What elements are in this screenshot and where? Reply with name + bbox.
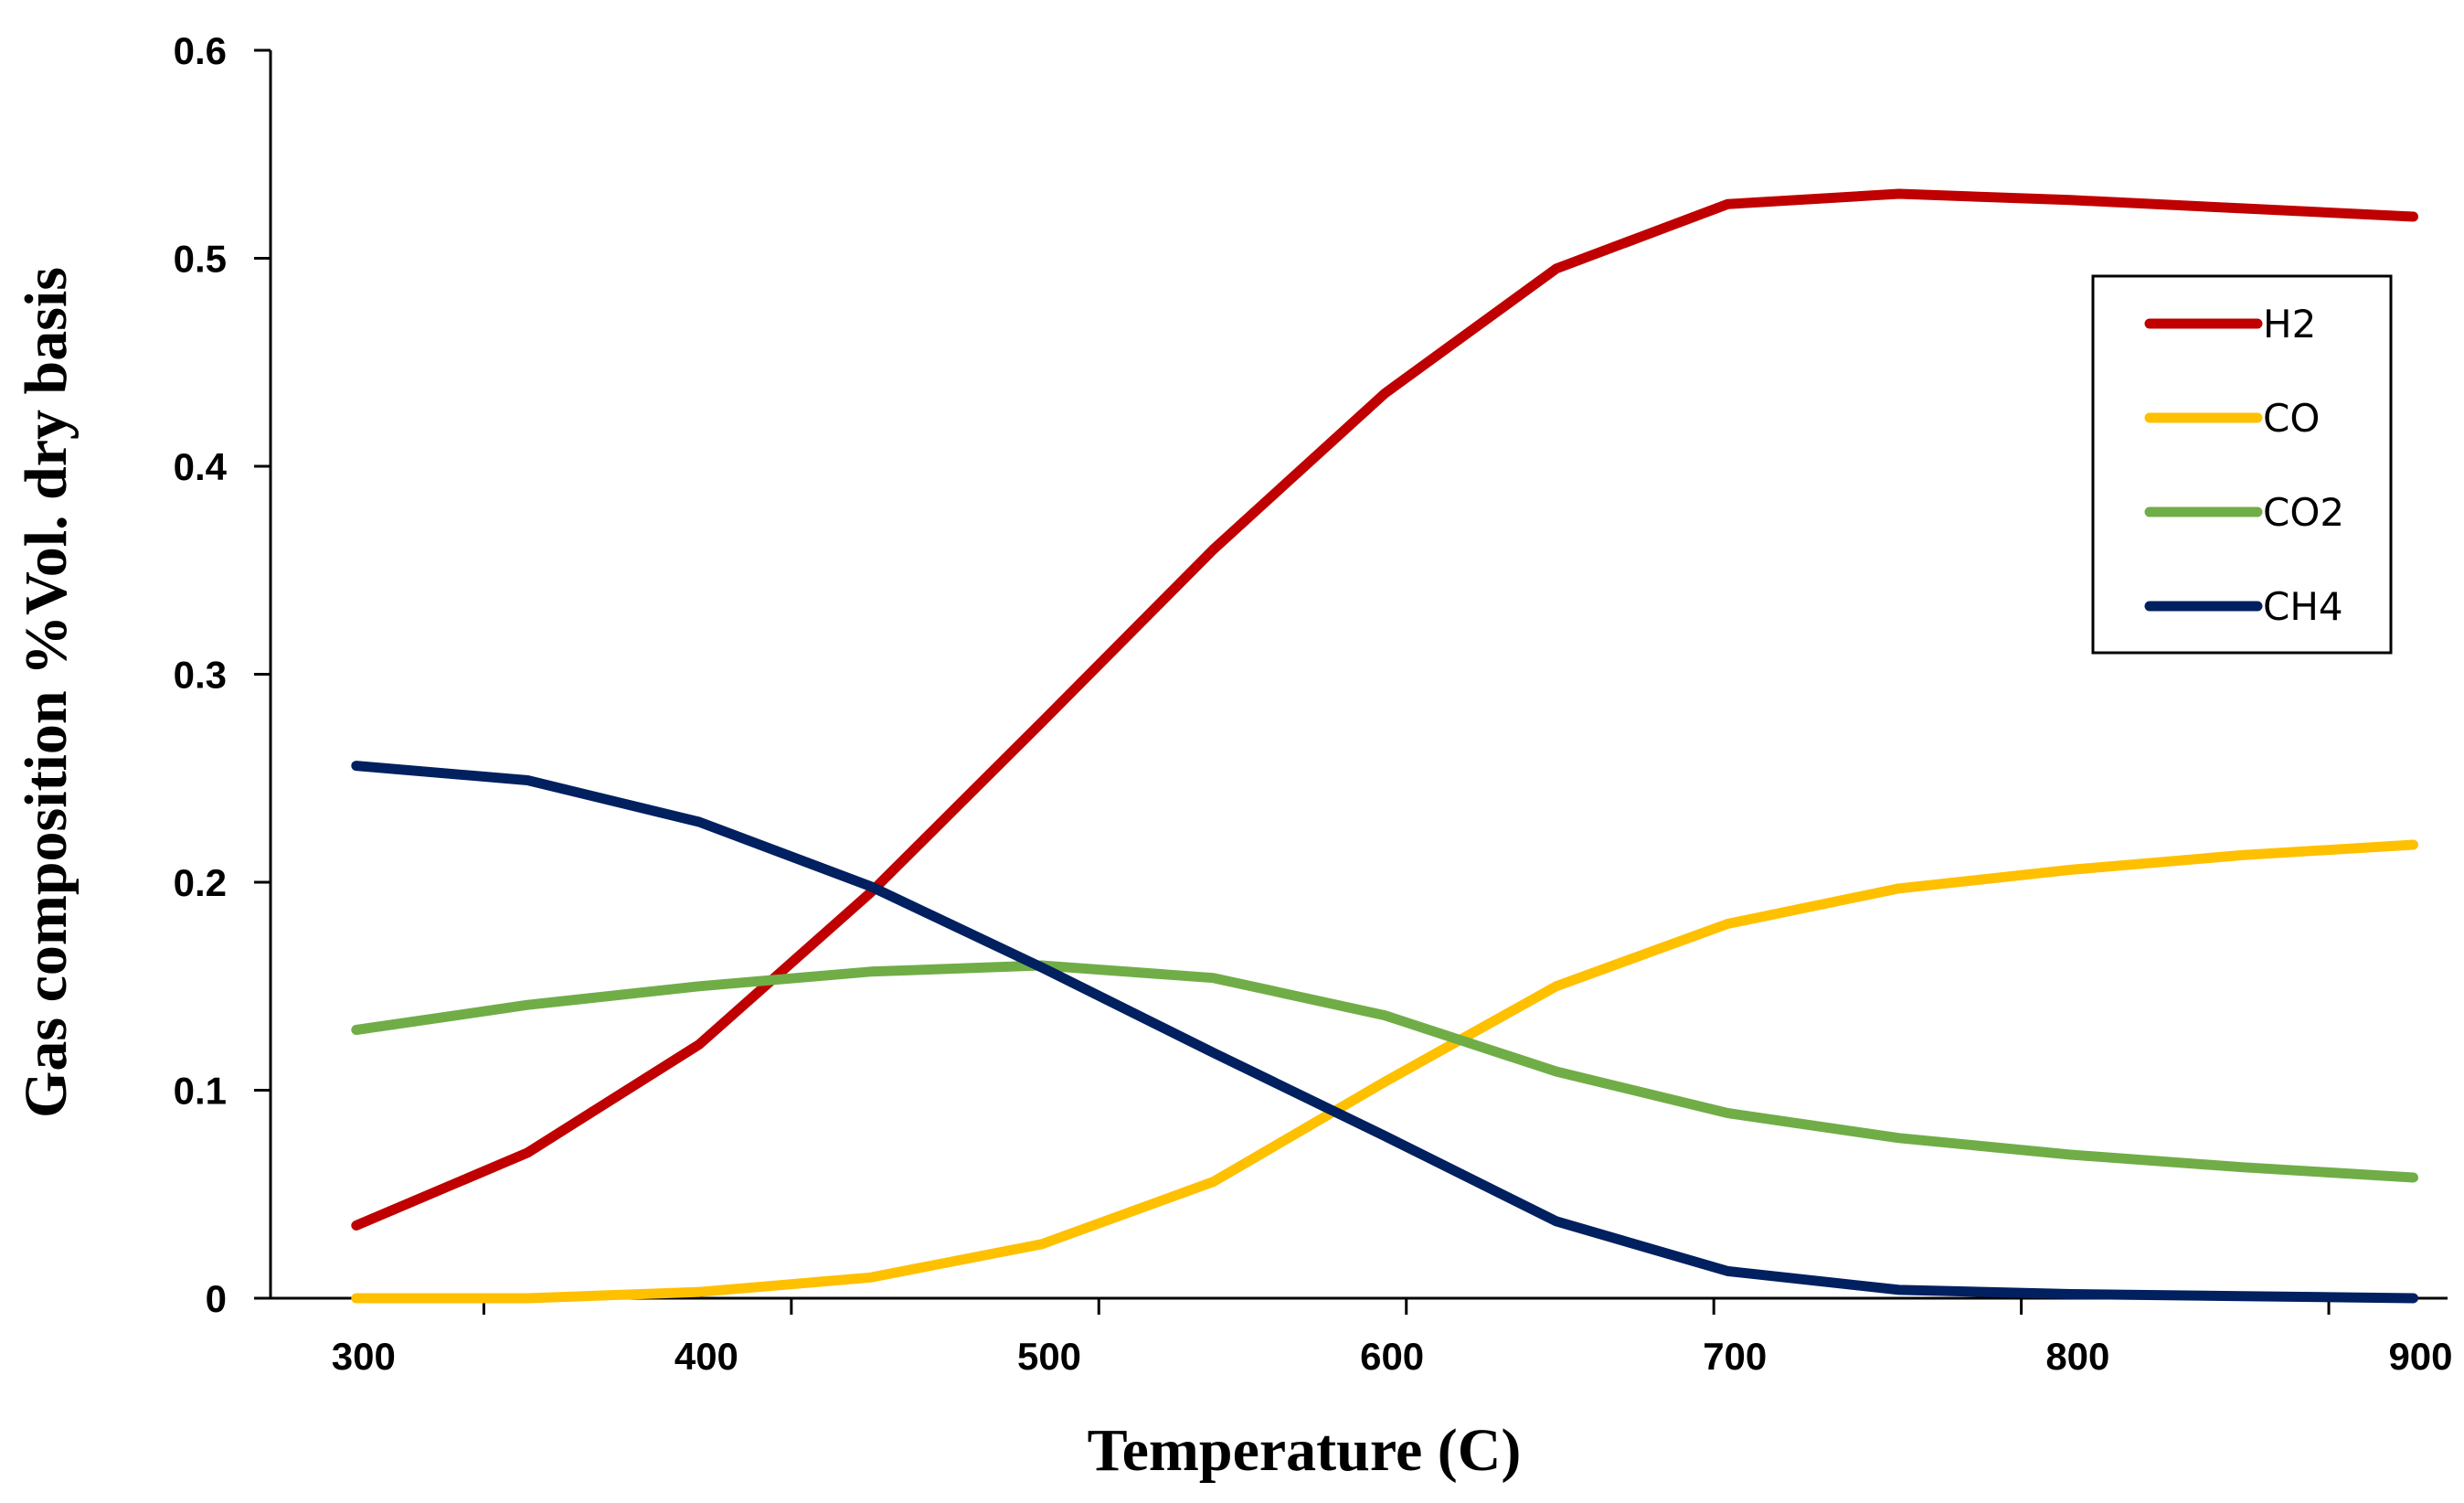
legend-label: CH4 [2263, 584, 2343, 629]
series-line-co [351, 839, 2418, 1304]
legend-label: H2 [2263, 302, 2316, 346]
x-tick-label: 500 [1017, 1335, 1081, 1378]
y-tick-label: 0.2 [174, 861, 227, 904]
x-tick-label: 300 [332, 1335, 396, 1378]
series-line-ch4 [351, 761, 2418, 1304]
series-lines [351, 188, 2418, 1304]
y-tick-label: 0.1 [174, 1070, 227, 1113]
y-ticks: 0 0.1 0.2 0.3 0.4 0.5 0.6 [174, 29, 271, 1320]
legend-item-ch4: CH4 [2144, 584, 2343, 629]
y-tick-label: 0.4 [174, 445, 228, 488]
y-tick-label: 0 [206, 1277, 227, 1320]
y-axis-title: Gas composition %Vol. dry basis [13, 267, 80, 1118]
legend-box [2091, 274, 2393, 655]
x-tick-label: 900 [2388, 1335, 2452, 1378]
y-tick-label: 0.5 [174, 238, 227, 281]
y-tick-label: 0.3 [174, 654, 227, 697]
y-tick-label: 0.6 [174, 29, 227, 72]
x-ticks: 300 400 500 600 700 800 900 [332, 1298, 2453, 1378]
legend: H2 CO CO2 CH4 [2091, 274, 2393, 655]
series-line-h2 [351, 188, 2418, 1231]
x-tick-label: 700 [1703, 1335, 1767, 1378]
x-tick-label: 800 [2045, 1335, 2109, 1378]
series-line-co2 [351, 960, 2418, 1183]
x-tick-label: 600 [1360, 1335, 1424, 1378]
legend-item-co2: CO2 [2144, 490, 2344, 535]
x-tick-label: 400 [674, 1335, 738, 1378]
x-axis-title: Temperature (C) [1088, 1417, 1522, 1484]
legend-item-h2: H2 [2144, 302, 2316, 346]
legend-label: CO2 [2263, 490, 2344, 535]
legend-item-co: CO [2144, 396, 2320, 441]
legend-label: CO [2263, 396, 2320, 441]
